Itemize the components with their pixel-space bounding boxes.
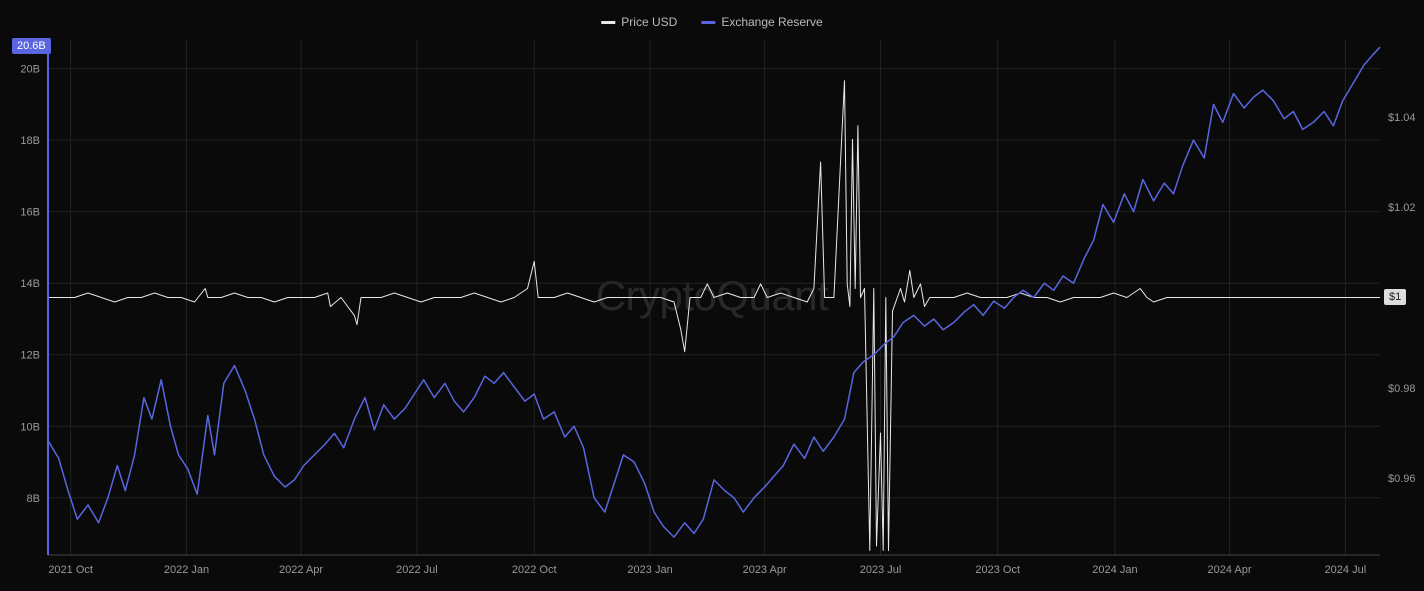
svg-text:2021 Oct: 2021 Oct — [48, 564, 93, 576]
svg-text:2022 Oct: 2022 Oct — [512, 564, 557, 576]
svg-text:14B: 14B — [20, 278, 40, 290]
legend-item-reserve[interactable]: Exchange Reserve — [701, 15, 822, 29]
y-left-current-badge: 20.6B — [12, 38, 51, 54]
svg-text:8B: 8B — [27, 493, 40, 505]
legend-label-price: Price USD — [621, 15, 677, 29]
legend-label-reserve: Exchange Reserve — [721, 15, 822, 29]
svg-text:$1.04: $1.04 — [1388, 112, 1416, 124]
svg-text:$0.98: $0.98 — [1388, 383, 1416, 395]
svg-text:2022 Jan: 2022 Jan — [164, 564, 209, 576]
legend-item-price[interactable]: Price USD — [601, 15, 677, 29]
svg-text:16B: 16B — [20, 207, 40, 219]
series-line — [48, 47, 1380, 537]
legend-swatch-price — [601, 21, 615, 24]
svg-text:2022 Apr: 2022 Apr — [279, 564, 323, 576]
legend-swatch-reserve — [701, 21, 715, 24]
svg-text:$0.96: $0.96 — [1388, 473, 1416, 485]
svg-text:2024 Apr: 2024 Apr — [1207, 564, 1251, 576]
chart-container: Price USD Exchange Reserve CryptoQuant 8… — [0, 0, 1424, 591]
svg-text:2023 Jan: 2023 Jan — [627, 564, 672, 576]
svg-text:18B: 18B — [20, 135, 40, 147]
svg-text:2023 Oct: 2023 Oct — [975, 564, 1020, 576]
svg-text:$1.02: $1.02 — [1388, 202, 1416, 214]
svg-text:2024 Jul: 2024 Jul — [1325, 564, 1367, 576]
svg-text:2023 Apr: 2023 Apr — [743, 564, 787, 576]
svg-text:10B: 10B — [20, 421, 40, 433]
svg-text:2024 Jan: 2024 Jan — [1092, 564, 1137, 576]
legend: Price USD Exchange Reserve — [601, 15, 822, 29]
svg-text:2022 Jul: 2022 Jul — [396, 564, 438, 576]
svg-text:12B: 12B — [20, 350, 40, 362]
y-right-current-badge: $1 — [1384, 289, 1406, 305]
chart-plot[interactable]: 8B 10B 12B 14B 16B 18B 20B $0.96 $0.98 $1.02 $1.04… — [0, 0, 1424, 591]
svg-text:20B: 20B — [20, 64, 40, 76]
svg-text:2023 Jul: 2023 Jul — [860, 564, 902, 576]
